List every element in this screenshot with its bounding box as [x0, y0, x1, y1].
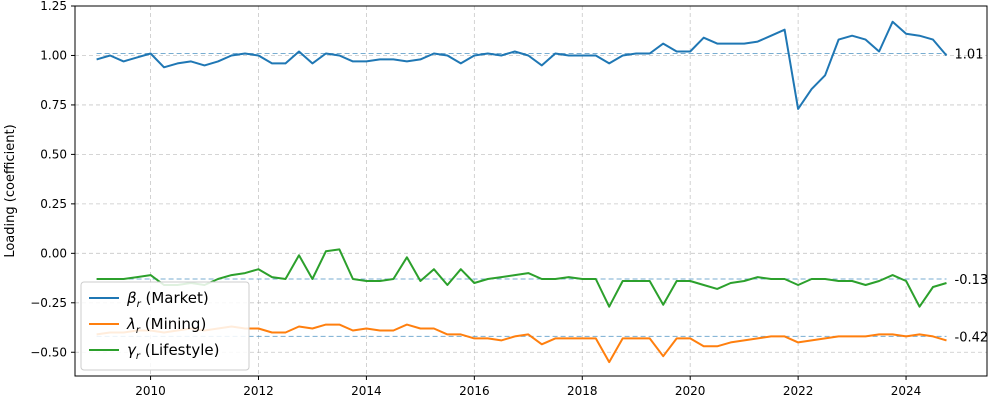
y-tick-label: −0.50	[30, 345, 67, 359]
x-tick-label: 2022	[783, 384, 814, 398]
x-tick-label: 2024	[891, 384, 922, 398]
legend-label: (Mining)	[140, 315, 206, 333]
y-axis-ticks: −0.50 −0.25 0.00 0.25 0.50 0.75 1.00 1.25	[30, 0, 75, 359]
reference-label: -0.13	[955, 273, 989, 288]
y-tick-label: 1.00	[40, 48, 67, 62]
legend: βr (Market)λr (Mining)γr (Lifestyle)	[80, 281, 250, 371]
legend-label: (Lifestyle)	[140, 341, 219, 359]
y-tick-label: 0.50	[40, 147, 67, 161]
series-line	[96, 20, 948, 110]
y-tick-label: 0.00	[40, 246, 67, 260]
reference-lines: 1.01 -0.42 -0.13	[96, 47, 989, 345]
x-tick-label: 2012	[243, 384, 274, 398]
x-tick-label: 2016	[459, 384, 490, 398]
y-tick-label: 1.25	[40, 0, 67, 13]
legend-symbol: γ	[127, 341, 137, 359]
y-tick-label: 0.75	[40, 98, 67, 112]
x-tick-label: 2010	[135, 384, 166, 398]
plot-frame	[74, 5, 988, 377]
y-tick-label: −0.25	[30, 296, 67, 310]
x-tick-label: 2018	[567, 384, 598, 398]
x-tick-label: 2020	[675, 384, 706, 398]
legend-subscript: r	[137, 299, 142, 310]
legend-entry: βr (Market)	[126, 289, 209, 310]
legend-entry: γr (Lifestyle)	[127, 341, 220, 362]
y-tick-label: 0.25	[40, 197, 67, 211]
legend-subscript: r	[136, 351, 141, 362]
legend-subscript: r	[136, 325, 141, 336]
reference-label: 1.01	[955, 47, 984, 62]
legend-symbol: β	[126, 289, 137, 307]
legend-label: (Market)	[141, 289, 209, 307]
legend-box	[80, 281, 250, 371]
legend-symbol: λ	[126, 315, 136, 333]
x-axis-ticks: 2010 2012 2014 2016 2018 2020 2022 2024	[135, 376, 921, 398]
y-axis-label: Loading (coefficient)	[3, 124, 18, 257]
x-tick-label: 2014	[351, 384, 382, 398]
series-line	[96, 248, 947, 308]
legend-entry: λr (Mining)	[126, 315, 206, 336]
reference-label: -0.42	[955, 330, 989, 345]
